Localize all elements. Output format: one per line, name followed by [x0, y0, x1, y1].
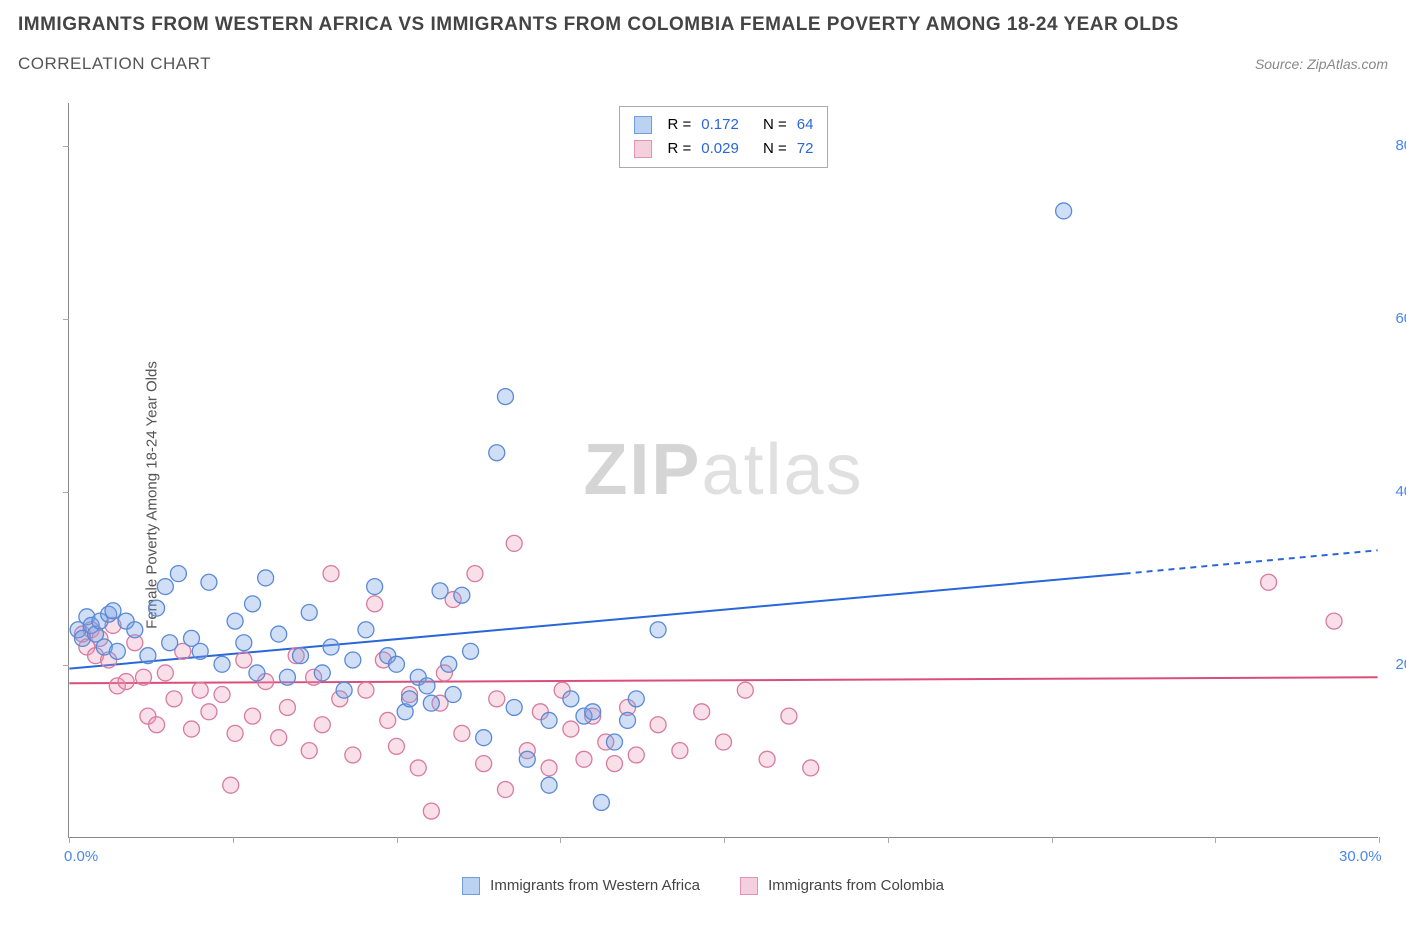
r-label: R =	[668, 113, 692, 137]
n-value-1: 72	[797, 137, 814, 161]
legend-row-series-0: R = 0.172 N = 64	[634, 113, 814, 137]
scatter-points	[69, 103, 1378, 837]
swatch-icon	[740, 877, 758, 895]
swatch-series-1	[634, 140, 652, 158]
legend-row-series-1: R = 0.029 N = 72	[634, 137, 814, 161]
y-tick-label: 40.0%	[1395, 483, 1406, 500]
y-tick-label: 80.0%	[1395, 137, 1406, 154]
y-tick-label: 60.0%	[1395, 310, 1406, 327]
x-tick-label: 30.0%	[1339, 848, 1382, 865]
n-label: N =	[763, 137, 787, 161]
swatch-icon	[462, 877, 480, 895]
x-tick-label: 0.0%	[64, 848, 98, 865]
r-value-1: 0.029	[701, 137, 739, 161]
correlation-legend: R = 0.172 N = 64 R = 0.029 N = 72	[619, 106, 829, 168]
r-label: R =	[668, 137, 692, 161]
swatch-series-0	[634, 116, 652, 134]
n-label: N =	[763, 113, 787, 137]
series-legend: Immigrants from Western Africa Immigrant…	[18, 877, 1388, 895]
n-value-0: 64	[797, 113, 814, 137]
legend-label-1: Immigrants from Colombia	[768, 877, 944, 894]
legend-item-1: Immigrants from Colombia	[740, 877, 944, 895]
chart-title: IMMIGRANTS FROM WESTERN AFRICA VS IMMIGR…	[18, 14, 1388, 36]
y-tick-label: 20.0%	[1395, 656, 1406, 673]
source-label: Source: ZipAtlas.com	[1255, 56, 1388, 72]
chart-container: Female Poverty Among 18-24 Year Olds ZIP…	[18, 95, 1388, 895]
legend-label-0: Immigrants from Western Africa	[490, 877, 700, 894]
chart-subtitle: CORRELATION CHART	[18, 54, 211, 74]
plot-area: ZIPatlas R = 0.172 N = 64 R = 0.029 N = …	[68, 103, 1378, 838]
legend-item-0: Immigrants from Western Africa	[462, 877, 700, 895]
r-value-0: 0.172	[701, 113, 739, 137]
